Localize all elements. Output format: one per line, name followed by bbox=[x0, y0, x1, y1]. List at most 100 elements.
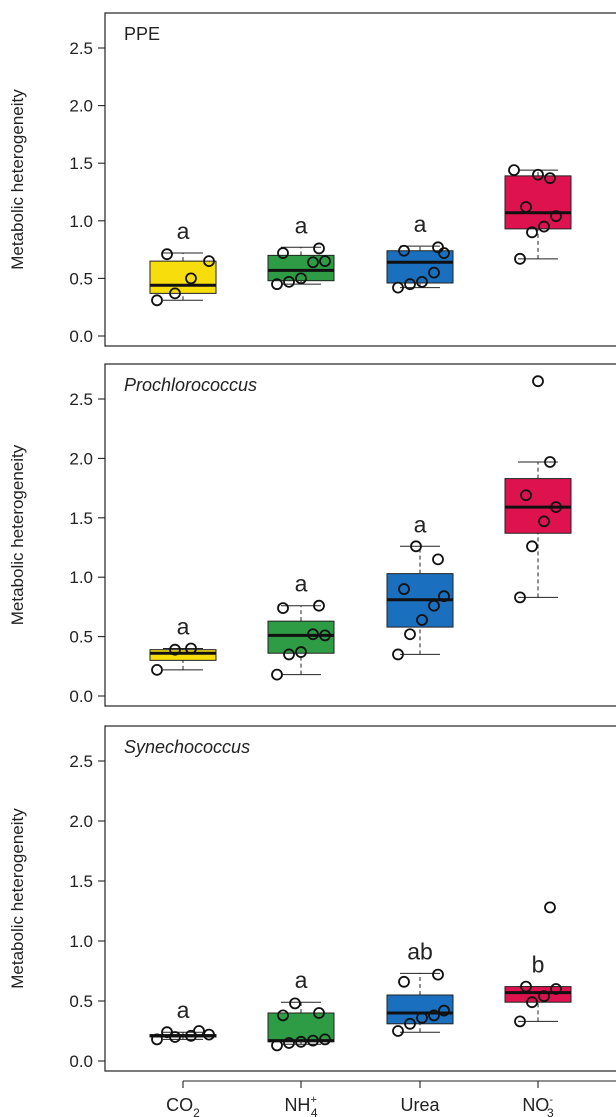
data-point bbox=[538, 515, 550, 528]
box-group-3: a bbox=[386, 211, 454, 294]
panel-frame bbox=[104, 12, 616, 347]
data-point bbox=[185, 272, 197, 285]
data-point bbox=[428, 1009, 440, 1022]
data-point bbox=[544, 456, 556, 468]
data-point bbox=[319, 255, 331, 268]
box-group-1: a bbox=[149, 218, 217, 307]
data-point bbox=[410, 540, 422, 553]
x-tick-label: CO2 bbox=[166, 1095, 200, 1117]
data-point bbox=[161, 248, 173, 261]
data-point bbox=[295, 646, 307, 658]
y-tick-label: 2.0 bbox=[69, 97, 93, 116]
data-point bbox=[520, 980, 532, 993]
data-point bbox=[398, 583, 410, 595]
box-group-3: ab bbox=[386, 938, 454, 1037]
y-tick-label: 2.0 bbox=[69, 449, 93, 468]
data-point bbox=[313, 242, 325, 255]
y-tick-label: 0.5 bbox=[69, 992, 93, 1011]
data-point bbox=[404, 628, 416, 641]
panel-title: Synechococcus bbox=[124, 737, 250, 757]
data-point bbox=[526, 226, 538, 239]
data-point bbox=[169, 643, 181, 656]
data-point bbox=[416, 275, 428, 288]
x-tick-label: NO-3 bbox=[522, 1094, 554, 1117]
data-point bbox=[392, 1025, 404, 1037]
data-point bbox=[550, 501, 562, 514]
data-point bbox=[550, 983, 562, 995]
y-tick-label: 2.5 bbox=[69, 752, 93, 771]
box-group-4 bbox=[504, 164, 572, 265]
box bbox=[386, 994, 454, 1025]
data-point bbox=[203, 255, 215, 268]
data-point bbox=[151, 294, 163, 307]
box-group-4 bbox=[504, 375, 572, 604]
data-point bbox=[398, 244, 410, 257]
data-point bbox=[392, 648, 404, 661]
data-point bbox=[313, 1007, 325, 1019]
data-point bbox=[538, 220, 550, 233]
y-tick-label: 1.0 bbox=[69, 568, 93, 587]
data-point bbox=[404, 1017, 416, 1030]
box-group-1: a bbox=[149, 997, 217, 1046]
data-point bbox=[271, 1039, 283, 1052]
significance-letter: a bbox=[295, 212, 308, 238]
box-group-3: a bbox=[386, 511, 454, 661]
x-tick-label: NH+ 4 bbox=[284, 1094, 317, 1117]
box bbox=[504, 986, 572, 1003]
y-tick-label: 2.5 bbox=[69, 390, 93, 409]
box-group-1: a bbox=[149, 613, 217, 676]
data-point bbox=[544, 172, 556, 185]
data-point bbox=[526, 996, 538, 1009]
data-point bbox=[283, 275, 295, 288]
data-point bbox=[295, 272, 307, 285]
data-point bbox=[151, 1033, 163, 1046]
data-point bbox=[169, 287, 181, 300]
box-group-2: a bbox=[267, 212, 335, 291]
data-point bbox=[416, 1011, 428, 1024]
y-axis-label: Metabolic heterogeneity bbox=[8, 808, 27, 989]
y-tick-label: 0.0 bbox=[69, 327, 93, 346]
data-point bbox=[151, 663, 163, 676]
data-point bbox=[550, 210, 562, 223]
significance-letter: a bbox=[177, 218, 190, 244]
box bbox=[149, 649, 217, 661]
panel-1: 0.0 0.5 1.0 1.5 2.0 2.5 Metabolic heterogeneit… bbox=[8, 12, 616, 347]
data-point bbox=[283, 648, 295, 661]
data-point bbox=[398, 975, 410, 988]
data-point bbox=[532, 168, 544, 181]
data-point bbox=[508, 164, 520, 177]
data-point bbox=[277, 247, 289, 259]
x-axis: CO2 NH+ 4 Urea NO-3 bbox=[166, 1080, 616, 1117]
significance-letter: a bbox=[414, 211, 427, 237]
data-point bbox=[307, 256, 319, 269]
data-point bbox=[514, 1015, 526, 1028]
significance-letter: a bbox=[177, 613, 190, 639]
data-point bbox=[313, 599, 325, 612]
data-point bbox=[289, 997, 301, 1010]
y-axis-label: Metabolic heterogeneity bbox=[8, 444, 27, 625]
y-tick-label: 1.0 bbox=[69, 212, 93, 231]
significance-letter: b bbox=[532, 952, 545, 978]
y-tick-label: 2.5 bbox=[69, 39, 93, 58]
data-point bbox=[428, 266, 440, 279]
data-point bbox=[432, 553, 444, 566]
data-point bbox=[307, 1034, 319, 1047]
data-point bbox=[392, 281, 404, 294]
y-tick-label: 1.5 bbox=[69, 509, 93, 528]
panel-3: 0.0 0.5 1.0 1.5 2.0 2.5 Metabolic heterogeneit… bbox=[8, 725, 616, 1117]
data-point bbox=[520, 489, 532, 502]
data-point bbox=[319, 629, 331, 642]
significance-letter: a bbox=[295, 967, 308, 993]
box bbox=[267, 254, 335, 282]
data-point bbox=[295, 1035, 307, 1048]
data-point bbox=[283, 1037, 295, 1049]
data-point bbox=[432, 241, 444, 254]
significance-letter: ab bbox=[407, 938, 433, 964]
data-point bbox=[185, 642, 197, 655]
data-point bbox=[193, 1025, 205, 1037]
y-tick-label: 0.0 bbox=[69, 687, 93, 706]
data-point bbox=[544, 901, 556, 914]
data-point bbox=[203, 1028, 215, 1041]
panel-title: Prochlorococcus bbox=[124, 375, 257, 395]
data-point bbox=[161, 1026, 173, 1039]
